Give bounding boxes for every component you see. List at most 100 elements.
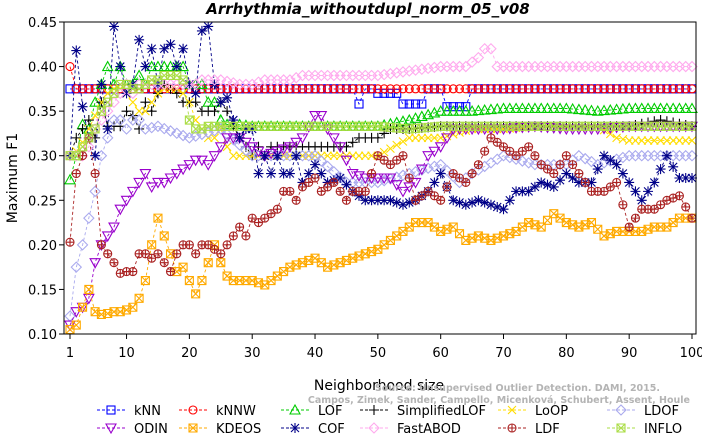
point-simplifiedlof — [209, 106, 220, 117]
point-odin — [327, 133, 340, 145]
legend-item-kdeos: KDEOS — [179, 422, 261, 434]
point-kdeos — [78, 302, 88, 312]
point-kdeos — [140, 275, 150, 286]
point-ldf — [656, 200, 666, 210]
x-axis-label: Neighborhood size — [314, 378, 444, 394]
point-lof — [572, 103, 585, 115]
point-lof — [516, 102, 529, 114]
point-knn — [354, 99, 364, 109]
point-ldf — [228, 231, 238, 241]
point-knnw — [530, 84, 540, 94]
legend-marker-inflo — [616, 423, 626, 433]
x-tick-label: 40 — [307, 346, 324, 361]
point-cof — [611, 159, 622, 170]
point-inflo — [178, 75, 188, 85]
point-odin — [390, 180, 403, 191]
point-kdeos — [184, 275, 194, 286]
legend-marker-ldof — [615, 404, 627, 416]
point-cof — [247, 123, 258, 134]
point-knnw — [367, 84, 377, 94]
point-cof — [467, 197, 478, 208]
point-ldf — [153, 249, 163, 259]
point-lof — [535, 102, 548, 114]
point-loop — [210, 133, 219, 143]
point-cof — [479, 197, 490, 208]
point-cof — [259, 150, 270, 161]
point-knnw — [612, 84, 622, 94]
point-ldf — [379, 155, 389, 165]
point-lof — [560, 102, 573, 114]
point-ldf — [492, 137, 502, 147]
legend-label-knn: kNN — [134, 404, 161, 419]
point-lof — [660, 102, 673, 114]
point-lof — [510, 102, 523, 114]
point-loop — [649, 136, 659, 145]
legend-label-ldf: LDF — [535, 422, 560, 434]
point-ldf — [605, 182, 615, 192]
point-lof — [441, 105, 453, 116]
point-ldof — [441, 164, 453, 177]
point-knnw — [436, 84, 446, 94]
point-ldf — [480, 146, 490, 156]
point-loop — [354, 151, 364, 161]
point-ldof — [189, 130, 202, 142]
point-lof — [585, 104, 598, 116]
point-cof — [291, 150, 302, 161]
point-ldf — [618, 200, 628, 210]
point-ldf — [241, 231, 251, 241]
point-knnw — [65, 62, 75, 72]
point-odin — [428, 146, 441, 158]
point-cof — [253, 168, 264, 179]
point-knnw — [555, 84, 565, 94]
legend-item-cof: COF — [281, 422, 345, 434]
series-line-simplifiedlof — [69, 83, 693, 157]
point-cof — [360, 195, 371, 206]
point-ldf — [172, 249, 182, 259]
point-ldof — [321, 160, 334, 173]
x-tick-label: 10 — [118, 346, 135, 361]
point-ldof — [240, 144, 252, 157]
point-ldf — [159, 258, 169, 268]
point-loop — [643, 136, 653, 145]
point-odin — [70, 307, 83, 318]
point-cof — [448, 195, 459, 206]
point-ldf — [461, 177, 471, 187]
point-odin — [265, 148, 277, 160]
point-cof — [674, 173, 685, 183]
point-knn — [404, 99, 414, 109]
point-ldof — [139, 123, 152, 135]
point-ldf — [316, 186, 326, 196]
legend-item-inflo: INFLO — [607, 422, 682, 434]
legend-marker-simplifiedlof — [369, 405, 379, 415]
point-fastabod — [422, 62, 434, 75]
point-loop — [184, 97, 194, 107]
point-knnw — [310, 84, 320, 94]
point-ldf — [266, 209, 276, 219]
point-knnw — [411, 84, 421, 94]
point-loop — [681, 136, 691, 145]
point-fastabod — [108, 96, 120, 109]
point-fastabod — [114, 87, 127, 100]
point-odin — [283, 142, 296, 153]
point-lof — [629, 102, 642, 114]
point-ldf — [90, 169, 100, 179]
point-knn — [454, 102, 465, 112]
point-ldf — [574, 169, 584, 179]
point-fastabod — [390, 67, 403, 79]
point-lof — [648, 102, 661, 114]
point-odin — [158, 177, 171, 189]
point-cof — [435, 168, 446, 179]
point-ldf — [511, 151, 521, 161]
point-ldf — [442, 182, 452, 192]
point-cof — [473, 195, 484, 206]
point-odin — [183, 160, 196, 171]
point-knnw — [461, 84, 471, 94]
point-ldf — [297, 182, 308, 192]
point-knnw — [329, 84, 339, 94]
point-cof — [680, 173, 691, 183]
point-simplifiedlof — [655, 115, 666, 126]
point-ldof — [221, 128, 233, 141]
point-knnw — [599, 84, 609, 94]
point-lof — [528, 102, 541, 114]
point-odin — [271, 146, 284, 158]
